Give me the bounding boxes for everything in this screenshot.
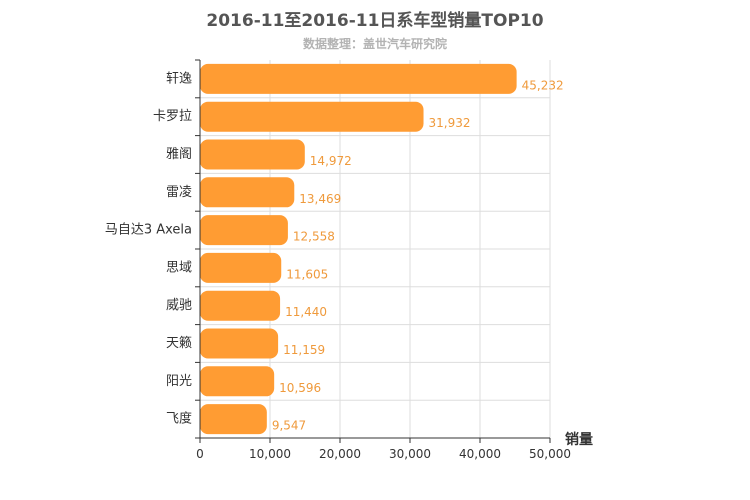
value-label: 11,159 — [283, 343, 325, 357]
chart-subtitle: 数据整理：盖世汽车研究院 — [302, 37, 447, 51]
category-label: 威驰 — [166, 298, 192, 313]
category-label: 阳光 — [166, 374, 192, 389]
value-label: 12,558 — [293, 230, 335, 244]
bar — [200, 139, 305, 170]
x-tick-label: 30,000 — [389, 447, 431, 461]
category-label: 雷凌 — [166, 185, 192, 200]
value-label: 11,440 — [285, 305, 327, 319]
bar — [200, 290, 281, 321]
value-label: 10,596 — [279, 381, 321, 395]
chart-title: 2016-11至2016-11日系车型销量TOP10 — [206, 11, 544, 31]
bar — [200, 366, 275, 397]
value-label: 45,232 — [522, 78, 564, 92]
value-label: 14,972 — [310, 154, 352, 168]
x-tick-label: 20,000 — [319, 447, 361, 461]
value-label: 13,469 — [299, 192, 341, 206]
value-label: 11,605 — [286, 267, 328, 281]
bar — [200, 404, 267, 435]
bar — [200, 328, 279, 359]
bar — [200, 252, 282, 283]
bar — [200, 101, 424, 132]
category-label: 轩逸 — [166, 71, 192, 86]
x-tick-label: 0 — [196, 447, 204, 461]
bar — [200, 63, 517, 94]
x-tick-label: 50,000 — [529, 447, 571, 461]
category-label: 雅阁 — [166, 147, 192, 162]
x-tick-label: 40,000 — [459, 447, 501, 461]
x-axis-title: 销量 — [565, 431, 593, 448]
value-label: 31,932 — [429, 116, 471, 130]
category-label: 天籁 — [166, 336, 192, 351]
bar — [200, 177, 295, 208]
category-label: 马自达3 Axela — [105, 223, 192, 238]
category-label: 思域 — [166, 260, 192, 275]
category-label: 飞度 — [166, 411, 192, 427]
x-tick-label: 10,000 — [249, 447, 291, 461]
category-label: 卡罗拉 — [153, 109, 192, 124]
bars: 45,232 31,932 14,972 13,469 12,558 11,605 11,4… — [200, 63, 564, 435]
value-label: 9,547 — [272, 419, 306, 433]
bar — [200, 215, 288, 246]
